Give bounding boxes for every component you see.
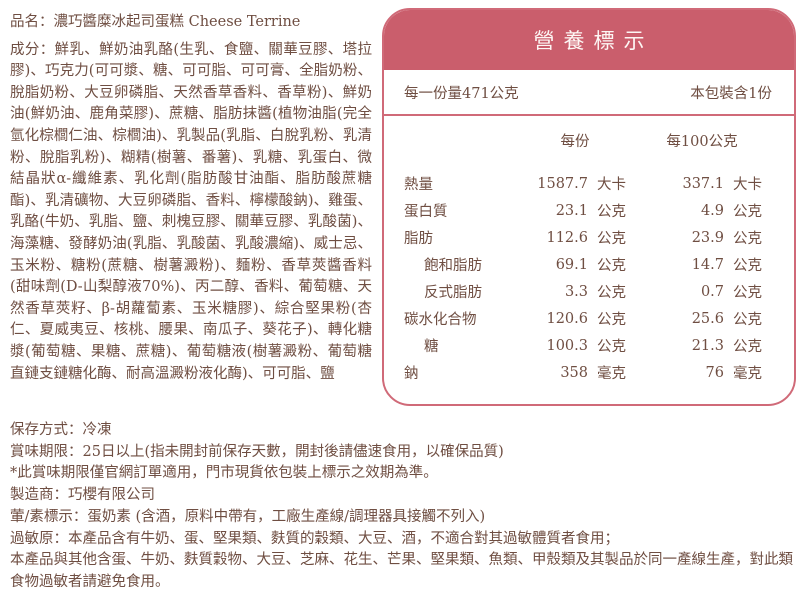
nutrition-row-trans-fat: 反式脂肪 3.3 公克 0.7 公克: [404, 278, 770, 305]
per-100g-unit: 公克: [733, 312, 762, 328]
product-name-label: 品名：: [10, 14, 54, 30]
per-serving-value: 112.6: [546, 229, 588, 246]
column-header-per-100g: 每100公克: [666, 134, 738, 150]
allergen-line: 過敏原：本產品含有牛奶、蛋、堅果類、麩質的穀類、大豆、酒，不適合對其過敏體質者食…: [10, 530, 619, 547]
per-100g-value: 23.9: [691, 229, 724, 246]
per-serving-value: 120.6: [546, 310, 588, 327]
per-100g-value: 337.1: [682, 175, 724, 192]
per-100g-unit: 大卡: [733, 177, 762, 193]
nutrition-column-headers: 每份 每100公克: [404, 130, 770, 152]
nutrition-row-sugar: 糖 100.3 公克 21.3 公克: [404, 332, 770, 359]
nutrient-name: 脂肪: [404, 231, 433, 247]
product-name: 濃巧醬糜冰起司蛋糕 Cheese Terrine: [53, 14, 301, 30]
per-serving-unit: 公克: [597, 258, 626, 274]
product-name-line: 品名：濃巧醬糜冰起司蛋糕 Cheese Terrine: [10, 12, 372, 34]
nutrient-name: 反式脂肪: [424, 285, 482, 301]
nutrition-facts-panel: 營養標示 每一份量471公克 本包裝含1份 每份 每100公克 熱量 1587.…: [382, 8, 796, 406]
nutrient-name: 蛋白質: [404, 204, 448, 220]
per-100g-unit: 公克: [733, 258, 762, 274]
nutrient-name: 碳水化合物: [404, 312, 477, 328]
shelf-life-note-line: *此賞味期限僅官網訂單適用，門市現貨依包裝上標示之效期為準。: [10, 465, 438, 482]
per-serving-unit: 公克: [597, 312, 626, 328]
nutrition-table: 每份 每100公克 熱量 1587.7 大卡 337.1 大卡 蛋白質 23.1…: [384, 116, 794, 386]
nutrient-name: 鈉: [404, 366, 419, 382]
per-100g-value: 21.3: [691, 337, 724, 354]
per-100g-value: 0.7: [700, 283, 724, 300]
per-serving-unit: 毫克: [597, 366, 626, 382]
nutrition-row-saturated-fat: 飽和脂肪 69.1 公克 14.7 公克: [404, 251, 770, 278]
storage-method-line: 保存方式：冷凍: [10, 422, 112, 438]
per-serving-value: 69.1: [555, 256, 588, 273]
per-serving-unit: 公克: [597, 339, 626, 355]
per-100g-value: 25.6: [691, 310, 724, 327]
manufacturer-line: 製造商：巧櫻有限公司: [10, 487, 155, 504]
serving-info-row: 每一份量471公克 本包裝含1份: [384, 70, 794, 116]
per-serving-value: 100.3: [546, 337, 588, 354]
ingredients-text: 鮮乳、鮮奶油乳酪(生乳、食鹽、關華豆膠、塔拉膠)、巧克力(可可漿、糖、可可脂、可…: [10, 41, 373, 382]
nutrition-row-sodium: 鈉 358 毫克 76 毫克: [404, 359, 770, 386]
allergen-cross-contact-line: 本產品與其他含蛋、牛奶、麩質穀物、大豆、芝麻、花生、芒果、堅果類、魚類、甲殼類及…: [10, 552, 793, 590]
serving-size: 每一份量471公克: [404, 85, 519, 102]
column-header-spacer: [404, 130, 516, 152]
servings-per-pack: 本包裝含1份: [690, 85, 772, 102]
nutrition-row-protein: 蛋白質 23.1 公克 4.9 公克: [404, 197, 770, 224]
per-100g-unit: 公克: [733, 231, 762, 247]
per-serving-unit: 公克: [597, 204, 626, 220]
per-serving-unit: 大卡: [597, 177, 626, 193]
product-notes-section: 保存方式：冷凍 賞味期限：25日以上(指未開封前保存天數，開封後請儘速食用，以確…: [10, 420, 796, 594]
per-serving-value: 23.1: [555, 202, 588, 219]
nutrition-title: 營養標示: [384, 10, 794, 70]
per-100g-value: 4.9: [700, 202, 724, 219]
shelf-life-line: 賞味期限：25日以上(指未開封前保存天數，開封後請儘速食用，以確保品質): [10, 443, 504, 460]
ingredients-paragraph: 成分：鮮乳、鮮奶油乳酪(生乳、食鹽、關華豆膠、塔拉膠)、巧克力(可可漿、糖、可可…: [10, 40, 372, 386]
per-100g-unit: 公克: [733, 204, 762, 220]
ingredients-label: 成分：: [10, 41, 55, 58]
per-100g-value: 76: [705, 364, 724, 381]
nutrient-name: 飽和脂肪: [424, 258, 482, 274]
per-serving-unit: 公克: [597, 231, 626, 247]
per-serving-value: 3.3: [564, 283, 588, 300]
nutrient-name: 熱量: [404, 177, 433, 193]
nutrition-row-carbohydrate: 碳水化合物 120.6 公克 25.6 公克: [404, 305, 770, 332]
vegetarian-label-line: 葷/素標示：蛋奶素 (含酒，原料中帶有，工廠生產線/調理器具接觸不列入): [10, 508, 486, 525]
nutrition-row-calories: 熱量 1587.7 大卡 337.1 大卡: [404, 170, 770, 197]
column-header-per-serving: 每份: [560, 134, 590, 150]
per-serving-value: 1587.7: [537, 175, 588, 192]
product-info-section: 品名：濃巧醬糜冰起司蛋糕 Cheese Terrine 成分：鮮乳、鮮奶油乳酪(…: [10, 12, 372, 385]
nutrition-row-fat: 脂肪 112.6 公克 23.9 公克: [404, 224, 770, 251]
per-100g-value: 14.7: [691, 256, 724, 273]
per-100g-unit: 公克: [733, 285, 762, 301]
per-serving-unit: 公克: [597, 285, 626, 301]
per-serving-value: 358: [560, 364, 588, 381]
nutrient-name: 糖: [424, 339, 439, 355]
per-100g-unit: 毫克: [733, 366, 762, 382]
per-100g-unit: 公克: [733, 339, 762, 355]
